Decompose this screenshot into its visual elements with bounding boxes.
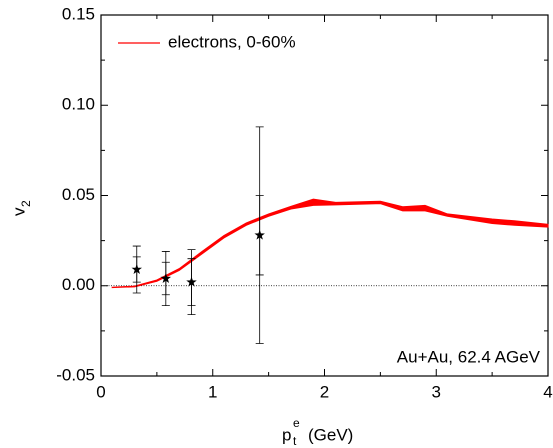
x-tick-label: 1 xyxy=(208,382,217,401)
band xyxy=(111,198,549,289)
y-tick-label: -0.05 xyxy=(56,365,95,384)
data-point xyxy=(254,229,265,240)
y-label-base: v xyxy=(9,207,28,216)
data-point xyxy=(186,276,197,287)
x-axis-label: p t e (GeV) xyxy=(282,416,353,448)
x-tick-label: 0 xyxy=(96,382,105,401)
data-point xyxy=(131,264,142,274)
y-tick-label: 0.10 xyxy=(62,95,95,114)
x-label-sub: t xyxy=(293,434,297,448)
plot-frame xyxy=(100,14,549,377)
x-tick-label: 4 xyxy=(543,382,552,401)
y-tick-label: 0.00 xyxy=(62,275,95,294)
annotation: Au+Au, 62.4 AGeV xyxy=(397,347,541,366)
data-point xyxy=(160,273,172,283)
y-tick-label: 0.15 xyxy=(62,4,95,23)
x-tick-label: 2 xyxy=(320,382,329,401)
x-label-base: p xyxy=(282,425,291,444)
y-label-sub: 2 xyxy=(19,200,33,207)
x-label-unit: (GeV) xyxy=(308,425,353,444)
y-tick-label: 0.05 xyxy=(62,185,95,204)
y-axis-label: v 2 xyxy=(9,200,33,216)
x-tick-label: 3 xyxy=(432,382,441,401)
x-label-sup: e xyxy=(293,416,300,430)
legend-label: electrons, 0-60% xyxy=(168,32,296,51)
